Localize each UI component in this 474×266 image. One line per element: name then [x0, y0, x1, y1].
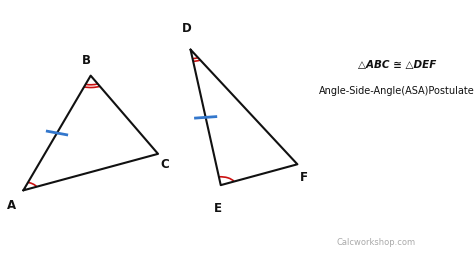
Text: E: E	[213, 202, 221, 215]
Text: Calcworkshop.com: Calcworkshop.com	[337, 238, 416, 247]
Text: A: A	[7, 200, 16, 213]
Text: △ABC ≅ △DEF: △ABC ≅ △DEF	[358, 60, 437, 70]
Text: D: D	[182, 22, 191, 35]
Text: C: C	[161, 158, 169, 171]
Text: Angle-Side-Angle(ASA)Postulate: Angle-Side-Angle(ASA)Postulate	[319, 86, 474, 96]
Text: F: F	[301, 171, 309, 184]
Text: B: B	[82, 53, 91, 66]
